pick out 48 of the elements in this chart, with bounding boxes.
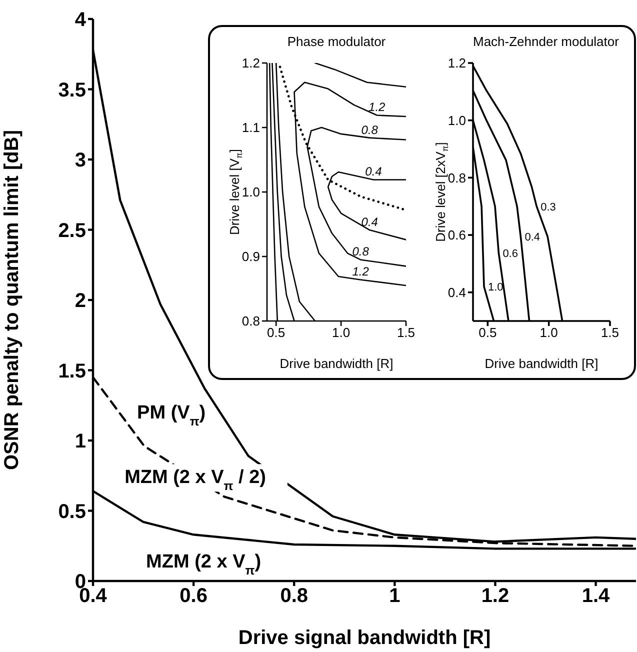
series-label: 0.6	[502, 248, 518, 260]
text: 0.4	[361, 215, 378, 230]
series-label: MZM (2 x V$_{π}$ / 2)	[124, 467, 266, 494]
x-tick-label: 1.5	[396, 325, 416, 340]
x-tick-label: 0.6	[180, 585, 208, 608]
y-tick-label: 0.8	[448, 170, 466, 186]
chart-title: Mach-Zehnder modulator	[472, 33, 620, 50]
x-tick-label: 1.4	[582, 585, 611, 608]
series-label: 0.4	[365, 164, 382, 179]
x-axis-title: Drive bandwidth [R]	[280, 356, 394, 371]
x-tick-label: 1.2	[481, 585, 510, 608]
series-label: 1.2	[352, 264, 370, 279]
y-tick-label: 1.5	[58, 360, 86, 382]
y-tick-label: 0.9	[242, 249, 260, 264]
y-tick-label: 0.6	[448, 228, 466, 243]
y-tick-label: 2	[74, 290, 86, 312]
y-tick-label: 0.4	[448, 284, 466, 300]
y-tick-label: 2.5	[58, 220, 86, 242]
x-tick-label: 0.5	[267, 325, 286, 340]
y-tick-label: 1.0	[448, 112, 466, 128]
y-tick-label: 1.1	[242, 120, 260, 136]
y-tick-label: 1.2	[242, 56, 260, 71]
text: 0.8	[352, 244, 369, 259]
y-axis-title: OSNR penalty to quantum limit [dB]	[1, 130, 23, 470]
x-axis-title: Drive signal bandwidth [R]	[238, 627, 491, 649]
chart-title: Phase modulator	[286, 33, 387, 50]
x-tick-label: 1	[389, 585, 400, 608]
series-label: 0.3	[540, 201, 556, 214]
x-tick-label: 0.5	[478, 325, 497, 340]
x-tick-label: 1.0	[540, 325, 558, 340]
y-tick-label: 3	[74, 150, 86, 172]
series-label: MZM (2 x V$_{π}$)	[146, 552, 262, 578]
y-tick-label: 0.8	[242, 314, 260, 329]
series-label: 0.8	[361, 122, 378, 137]
x-tick-label: 1.5	[600, 325, 620, 340]
text: 1.2	[368, 100, 386, 114]
y-tick-label: 4	[74, 9, 87, 32]
y-tick-label: 1.0	[242, 184, 260, 200]
y-tick-label: 3.5	[58, 79, 86, 102]
x-axis-title: Drive bandwidth [R]	[484, 356, 598, 371]
y-tick-label: 1	[74, 430, 86, 453]
series-label: 0.4	[524, 232, 540, 244]
x-tick-label: 1.0	[332, 325, 350, 340]
y-tick-label: 0.5	[58, 500, 86, 523]
series-label: 1.0	[488, 282, 504, 294]
y-tick-label: 1.2	[448, 56, 466, 71]
series-label: PM (V$_{π}$)	[137, 402, 206, 429]
x-tick-label: 0.8	[280, 585, 308, 608]
